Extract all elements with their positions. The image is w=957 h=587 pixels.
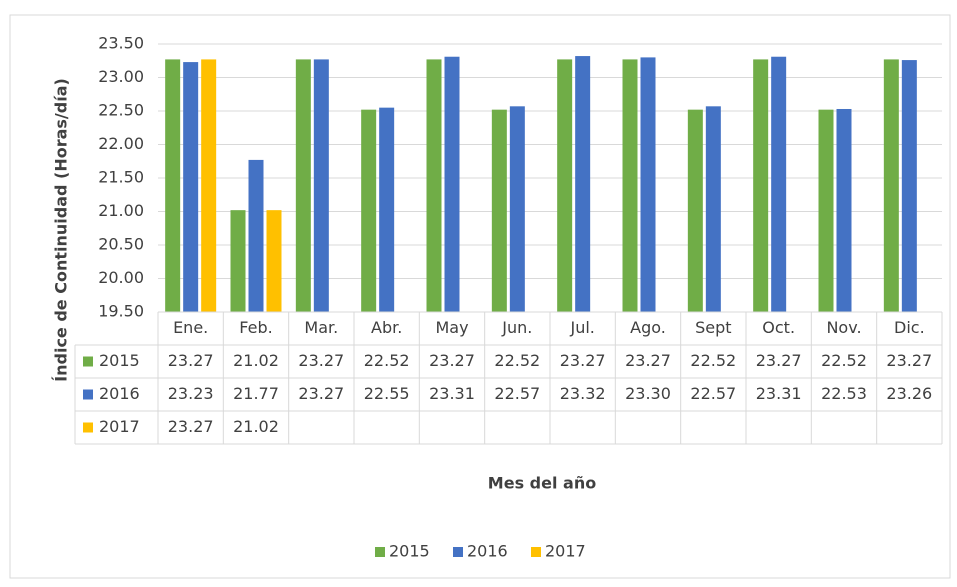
bar <box>901 60 917 312</box>
bar <box>266 210 282 312</box>
bar <box>753 59 769 312</box>
table-value: 23.27 <box>168 351 214 370</box>
bar <box>183 62 199 313</box>
category-label: Dic. <box>894 318 925 337</box>
bar <box>705 106 721 312</box>
table-value: 23.31 <box>429 384 475 403</box>
table-value: 22.53 <box>821 384 867 403</box>
category-label: Ago. <box>630 318 666 337</box>
table-value: 22.52 <box>690 351 736 370</box>
y-tick-label: 22.00 <box>98 134 144 153</box>
bar <box>379 107 395 313</box>
y-tick-label: 22.50 <box>98 101 144 120</box>
x-axis-title: Mes del año <box>488 474 596 493</box>
table-value: 22.57 <box>690 384 736 403</box>
bar <box>836 108 852 313</box>
legend-key <box>531 547 541 557</box>
legend-label: 2017 <box>545 542 586 561</box>
table-value: 22.52 <box>821 351 867 370</box>
legend-key <box>83 422 93 433</box>
bar <box>818 109 834 312</box>
table-value: 22.52 <box>494 351 540 370</box>
bar <box>509 106 525 312</box>
table-value: 23.27 <box>168 417 214 436</box>
bar <box>295 59 311 312</box>
bar <box>687 109 703 312</box>
bar <box>575 56 591 313</box>
bar <box>640 57 656 313</box>
bar <box>361 109 377 312</box>
table-value: 23.27 <box>886 351 932 370</box>
legend-label: 2015 <box>99 351 140 370</box>
table-value: 23.27 <box>429 351 475 370</box>
table-value: 23.31 <box>756 384 802 403</box>
y-tick-label: 19.50 <box>98 302 144 321</box>
table-value: 23.23 <box>168 384 214 403</box>
table-value: 23.26 <box>886 384 932 403</box>
legend-key <box>83 389 93 400</box>
category-label: Abr. <box>371 318 402 337</box>
bar <box>230 210 246 312</box>
y-tick-label: 20.50 <box>98 235 144 254</box>
table-value: 22.57 <box>494 384 540 403</box>
legend-label: 2015 <box>389 542 430 561</box>
table-value: 23.27 <box>298 351 344 370</box>
category-label: Feb. <box>239 318 272 337</box>
category-label: Jul. <box>569 318 594 337</box>
table-value: 23.30 <box>625 384 671 403</box>
y-tick-label: 21.50 <box>98 168 144 187</box>
bar <box>491 109 507 312</box>
table-value: 23.27 <box>560 351 606 370</box>
y-tick-label: 21.00 <box>98 201 144 220</box>
bar <box>248 159 264 312</box>
category-label: Nov. <box>826 318 861 337</box>
category-label: May <box>435 318 468 337</box>
chart-border <box>9 14 951 579</box>
bar <box>165 59 181 312</box>
bar <box>557 59 573 312</box>
table-value: 22.55 <box>364 384 410 403</box>
legend-key <box>83 356 93 367</box>
category-label: Mar. <box>304 318 338 337</box>
legend-label: 2017 <box>99 417 140 436</box>
legend-key <box>375 547 385 557</box>
bar <box>622 59 638 312</box>
category-label: Jun. <box>501 318 532 337</box>
legend-label: 2016 <box>99 384 140 403</box>
table-value: 23.32 <box>560 384 606 403</box>
bar <box>313 59 329 312</box>
table-value: 23.27 <box>298 384 344 403</box>
table-value: 23.27 <box>625 351 671 370</box>
bar <box>426 59 442 312</box>
table-value: 21.02 <box>233 417 279 436</box>
category-label: Sept <box>695 318 731 337</box>
y-axis-title: Índice de Continuidad (Horas/día) <box>52 78 71 382</box>
y-tick-label: 23.00 <box>98 67 144 86</box>
bar <box>771 56 787 313</box>
y-tick-label: 23.50 <box>98 34 144 53</box>
legend-key <box>453 547 463 557</box>
category-label: Ene. <box>173 318 208 337</box>
table-value: 23.27 <box>756 351 802 370</box>
legend-label: 2016 <box>467 542 508 561</box>
y-tick-label: 20.00 <box>98 268 144 287</box>
category-label: Oct. <box>762 318 795 337</box>
bar <box>883 59 899 312</box>
table-value: 21.77 <box>233 384 279 403</box>
bar <box>201 59 217 312</box>
bar <box>444 56 460 313</box>
table-value: 21.02 <box>233 351 279 370</box>
table-value: 22.52 <box>364 351 410 370</box>
